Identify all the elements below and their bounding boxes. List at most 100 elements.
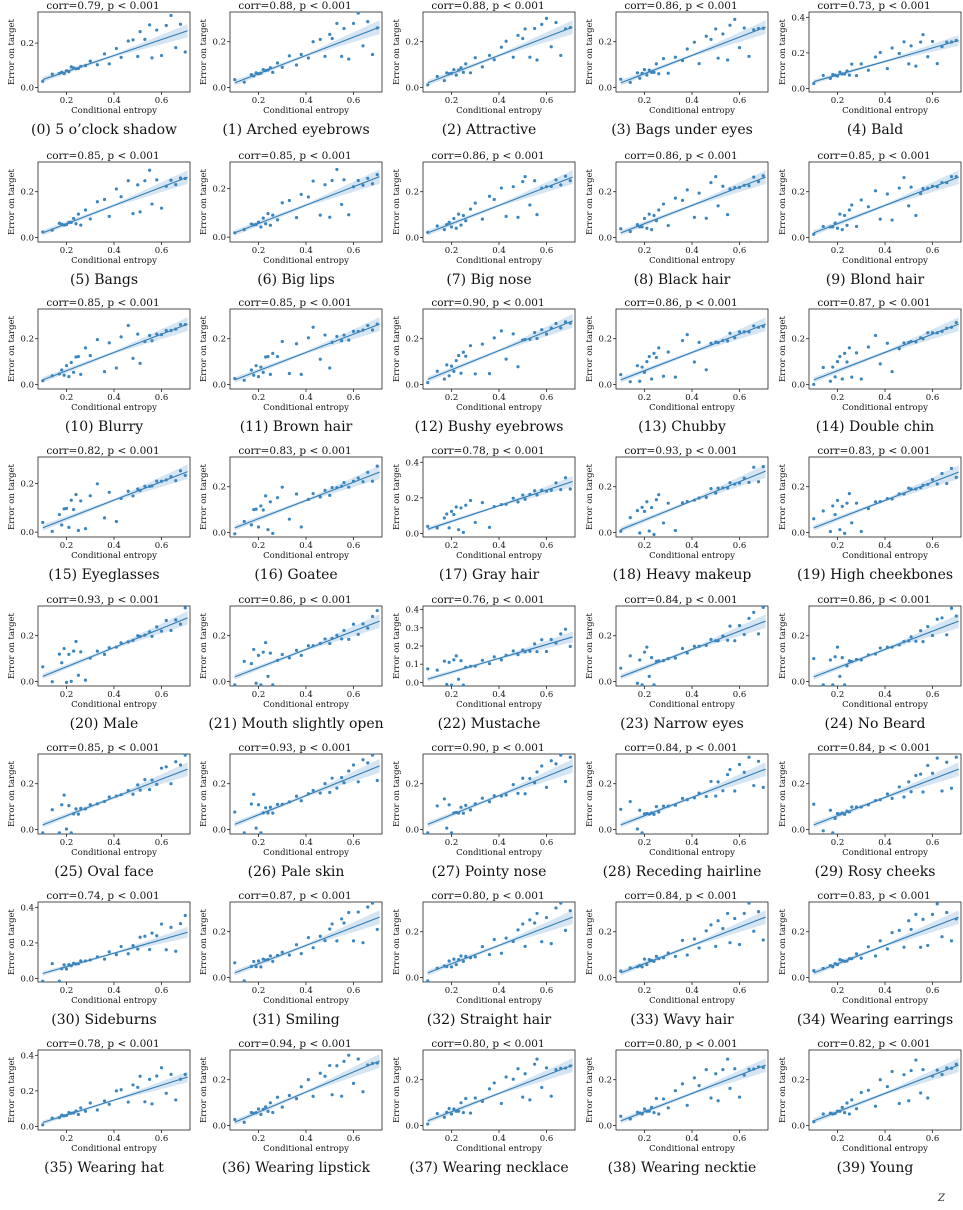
data-point [459,805,463,809]
data-point [761,1065,765,1069]
y-tick-label: 0.2 [212,483,226,493]
data-point [866,68,870,72]
data-point [126,952,130,956]
data-point [642,812,647,816]
chart-caption: (1) Arched eyebrows [222,122,370,138]
data-point [83,678,88,682]
data-point [107,214,111,218]
data-point [647,1109,651,1113]
data-point [57,372,61,376]
data-point [657,493,661,497]
data-point [473,520,477,525]
data-point [264,958,268,962]
y-axis-label: Error on target [392,908,402,975]
data-point [41,379,45,383]
data-point [650,377,654,381]
data-point [726,638,730,642]
data-point [921,790,925,794]
data-point [340,775,344,780]
data-point [747,1067,751,1071]
data-point [76,354,80,359]
data-point [280,201,284,205]
data-point [449,965,454,969]
data-point [540,638,544,642]
data-point [299,372,303,376]
data-point [756,180,761,184]
y-tick-label: 0.0 [598,1121,612,1131]
data-point [756,1065,761,1069]
data-point [949,40,954,44]
x-axis-label: Conditional entropy [263,996,349,1006]
regression-line [620,176,766,234]
data-point [459,506,463,510]
y-tick-label: 0.2 [598,188,612,198]
data-point [67,525,71,529]
data-point [264,1105,268,1109]
data-point [57,652,61,656]
data-point [812,1120,816,1124]
x-tick-label: 0.6 [347,96,361,106]
data-point [249,662,253,666]
x-tick-label: 0.6 [155,541,169,551]
data-point [252,959,256,964]
data-point [473,372,477,376]
data-point [516,653,520,657]
data-point [568,179,572,183]
x-tick-label: 0.4 [685,393,699,403]
data-point [464,665,468,669]
data-point [697,496,701,500]
data-point [535,212,539,217]
data-point [233,810,237,814]
regression-line [234,1060,380,1123]
correlation-label: corr=0.85, p < 0.001 [46,150,159,162]
x-tick-label: 0.4 [299,838,313,848]
data-point [107,490,111,494]
data-point [945,180,949,185]
data-point [342,178,346,182]
data-point [442,228,446,232]
data-point [840,72,844,76]
data-point [761,174,765,178]
data-point [640,71,644,75]
data-point [306,56,310,60]
x-axis-label: Conditional entropy [263,1144,349,1154]
y-tick-label: 0.0 [405,380,419,390]
data-point [335,21,339,26]
x-tick-label: 0.6 [540,838,554,848]
data-point [666,656,670,661]
data-point [521,922,525,926]
data-point [709,1096,713,1100]
data-point [657,957,661,961]
data-point [878,1078,882,1082]
data-point [351,939,356,943]
data-point [148,168,152,172]
chart-panel: corr=0.82, p < 0.001 0.2 0.4 0.6 0.0 0.2 Condi… [778,1038,963,1185]
data-point [461,959,465,964]
data-point [954,614,958,618]
data-point [183,176,187,181]
data-point [264,68,268,73]
data-point [347,637,351,641]
y-axis-label: Error on target [199,760,209,827]
data-point [480,65,484,69]
data-point [645,73,649,77]
data-point [652,959,656,964]
data-point [907,1099,911,1103]
data-point [136,487,140,491]
plot-frame [615,161,769,243]
y-tick-label: 0.2 [791,1076,805,1086]
x-tick-label: 0.6 [926,1134,940,1144]
data-point [628,1117,632,1121]
data-point [902,341,906,345]
data-point [897,347,901,351]
y-tick-label: 0.2 [20,939,34,949]
data-point [468,498,473,503]
x-axis-label: Conditional entropy [842,403,928,413]
data-point [926,331,930,335]
correlation-label: corr=0.78, p < 0.001 [431,445,544,457]
x-tick-label: 0.4 [878,541,892,551]
x-tick-label: 0.6 [926,96,940,106]
data-point [878,646,882,650]
